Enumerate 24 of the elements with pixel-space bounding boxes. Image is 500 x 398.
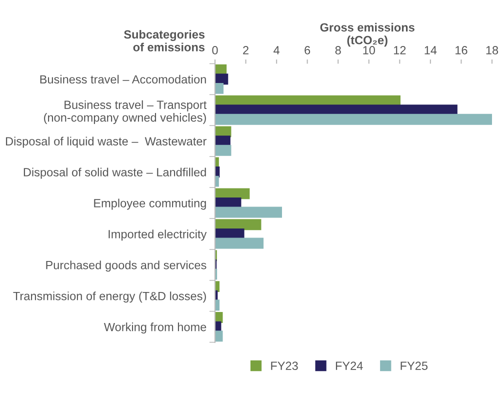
y-tick-label: Employee commuting	[94, 198, 206, 210]
x-tick-label: 6	[304, 46, 310, 54]
x-tick-label: 14	[424, 46, 437, 54]
y-tick-label: Disposal of solid waste – Landfilled	[24, 168, 206, 179]
y-tick-label: Business travel – Accomodation	[40, 74, 206, 84]
x-tick-label: 18	[486, 46, 498, 54]
y-tick-label: Imported electricity	[108, 230, 207, 241]
legend-label: FY25	[400, 362, 428, 370]
y-tick-label: Working from home	[104, 322, 206, 334]
y-axis-title: Subcategories of emissions	[124, 30, 205, 52]
y-tick-label: Purchased goods and services	[46, 260, 206, 272]
x-tick-label: 12	[394, 46, 406, 54]
y-tick-label: Business travel – Transport (non-company owned vehicles)	[44, 100, 207, 124]
x-tick-label: 10	[363, 46, 375, 54]
legend-label: FY23	[271, 362, 298, 370]
x-tick-label: 2	[243, 46, 248, 54]
x-tick-label: 8	[335, 46, 341, 54]
legend-label: FY24	[336, 362, 363, 370]
y-tick-label: Transmission of energy (T&D losses)	[13, 292, 206, 303]
x-axis-title: Gross emissions (tCO₂e)	[320, 22, 414, 47]
x-tick-label: 16	[456, 46, 468, 54]
x-tick-label: 0	[212, 46, 218, 54]
x-tick-label: 4	[274, 46, 280, 54]
y-tick-label: Disposal of liquid waste – Wastewater	[6, 136, 206, 148]
